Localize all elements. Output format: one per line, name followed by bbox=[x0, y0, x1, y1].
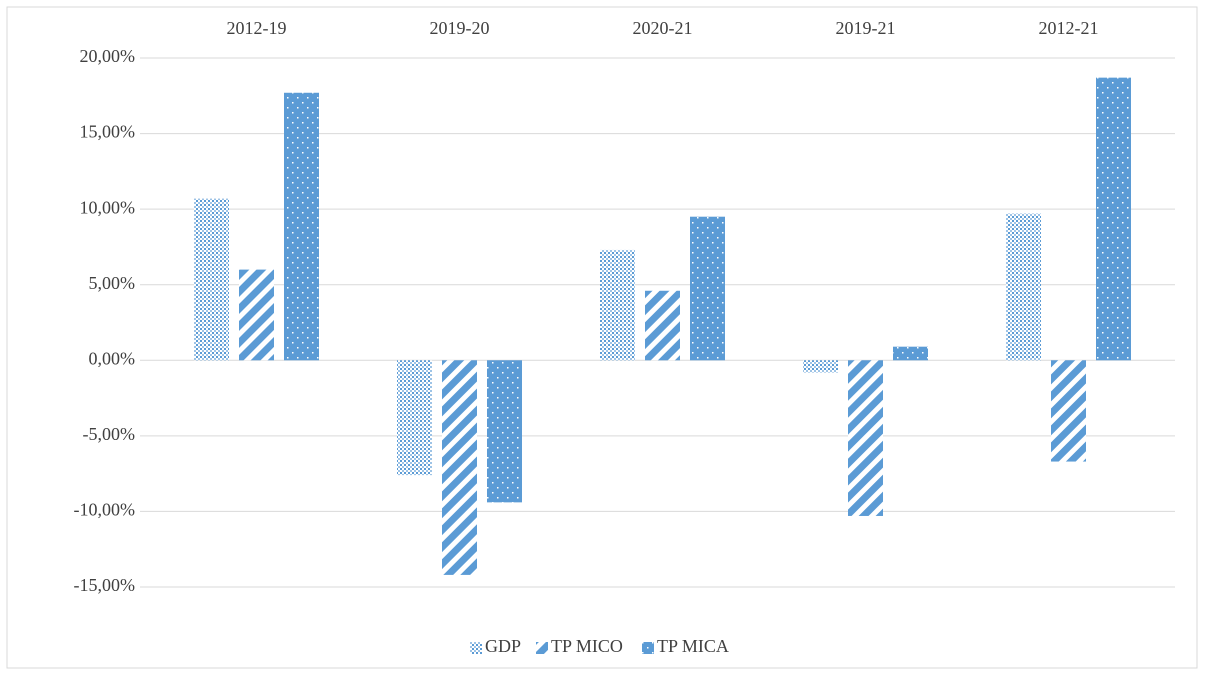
legend-label: TP MICA bbox=[657, 636, 729, 656]
x-tick-label: 2019-21 bbox=[836, 18, 896, 38]
y-tick-label: -15,00% bbox=[74, 575, 136, 595]
bar bbox=[487, 360, 522, 503]
bar bbox=[893, 346, 928, 361]
x-tick-label: 2012-19 bbox=[227, 18, 287, 38]
bar bbox=[645, 290, 680, 361]
legend-label: TP MICO bbox=[551, 636, 623, 656]
legend-swatch bbox=[642, 642, 654, 654]
y-tick-label: 5,00% bbox=[89, 273, 136, 293]
legend-label: GDP bbox=[485, 636, 521, 656]
legend-swatch bbox=[536, 642, 548, 654]
bar bbox=[194, 198, 229, 361]
y-tick-label: -10,00% bbox=[74, 500, 136, 520]
x-tick-label: 2020-21 bbox=[633, 18, 693, 38]
y-tick-label: -5,00% bbox=[83, 424, 136, 444]
bar bbox=[442, 360, 477, 575]
y-tick-label: 15,00% bbox=[80, 122, 136, 142]
bar bbox=[239, 269, 274, 361]
y-tick-label: 20,00% bbox=[80, 46, 136, 66]
bar bbox=[397, 360, 432, 476]
bar bbox=[284, 92, 319, 361]
bar bbox=[1006, 213, 1041, 361]
frame bbox=[6, 6, 1198, 669]
bar bbox=[803, 360, 838, 373]
bar bbox=[1051, 360, 1086, 462]
x-tick-label: 2019-20 bbox=[430, 18, 490, 38]
legend-swatch bbox=[470, 642, 482, 654]
bar bbox=[690, 216, 725, 361]
y-tick-label: 0,00% bbox=[89, 348, 136, 368]
bar bbox=[600, 249, 635, 361]
x-tick-label: 2012-21 bbox=[1039, 18, 1099, 38]
bar bbox=[1096, 77, 1131, 361]
y-tick-label: 10,00% bbox=[80, 197, 136, 217]
bar bbox=[848, 360, 883, 516]
